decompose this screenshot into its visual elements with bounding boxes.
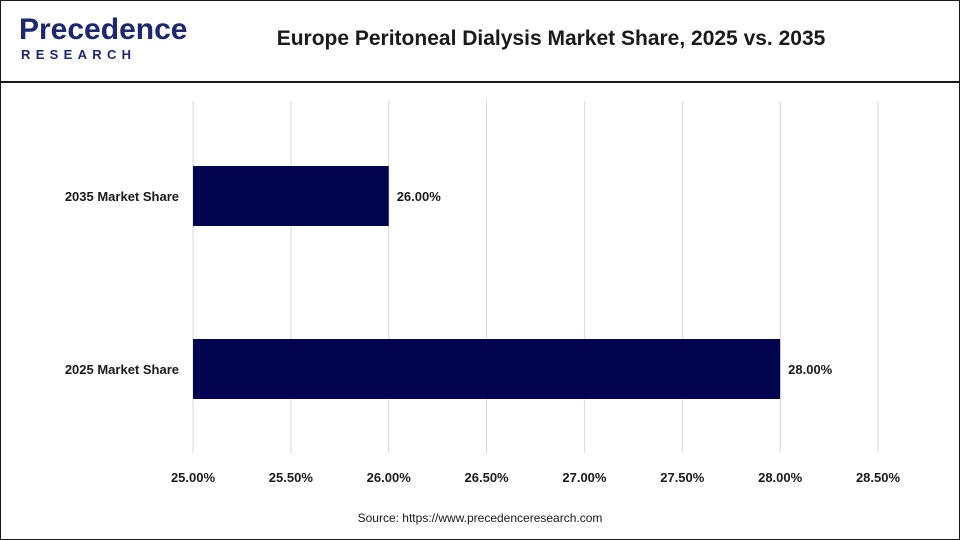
x-tick-label: 26.50% [465,470,510,485]
category-label: 2025 Market Share [65,362,179,377]
x-tick-label: 25.50% [269,470,314,485]
x-tick-label: 28.50% [856,470,901,485]
source-note: Source: https://www.precedenceresearch.c… [357,511,603,525]
header: Precedence RESEARCH Europe Peritoneal Di… [1,1,959,83]
x-tick-label: 28.00% [758,470,803,485]
bar [193,339,781,399]
x-tick-label: 25.00% [171,470,216,485]
chart-title: Europe Peritoneal Dialysis Market Share,… [276,27,826,50]
logo-wordmark: Precedence [19,13,188,46]
data-label: 28.00% [788,362,833,377]
brand-logo: Precedence RESEARCH [19,15,187,65]
x-tick-label: 27.00% [562,470,607,485]
x-tick-label: 26.00% [367,470,412,485]
category-label: 2035 Market Share [65,189,179,204]
data-label: 26.00% [397,189,442,204]
bar [193,166,389,226]
bar-chart: 25.00% 25.50% 26.00% 26.50% 27.00% 27.50% 28.0… [65,101,901,485]
labels: 25.00% 25.50% 26.00% 26.50% 27.00% 27.50% 28.0… [65,189,901,485]
gridlines [192,101,879,453]
bars [193,166,781,399]
x-tick-label: 27.50% [660,470,705,485]
logo-subtitle: RESEARCH [21,47,137,62]
